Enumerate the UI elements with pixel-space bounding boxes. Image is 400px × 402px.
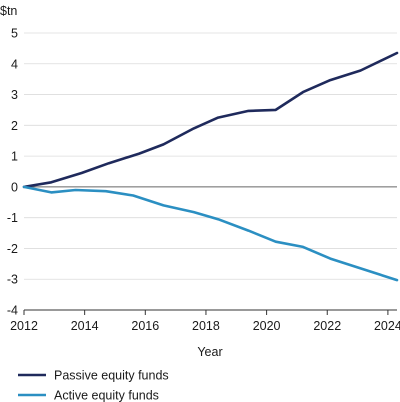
y-tick-label: 3 (11, 88, 18, 102)
y-tick-label: -3 (7, 273, 18, 287)
x-tick-label: 2020 (253, 319, 281, 333)
y-tick-label: 5 (11, 27, 18, 41)
x-tick-label: 2016 (131, 319, 159, 333)
y-tick-label: 1 (11, 150, 18, 164)
legend-label: Active equity funds (54, 389, 159, 402)
x-tick-label: 2024 (374, 319, 400, 333)
series-line-active (22, 185, 399, 282)
gridlines (24, 32, 397, 311)
x-tick-label: 2014 (71, 319, 99, 333)
y-tick-label: -2 (7, 242, 18, 256)
y-axis-tick-labels: 5 4 3 2 1 0 -1 -2 -3 -4 (7, 27, 18, 318)
y-tick-label: -1 (7, 211, 18, 225)
x-tick-label: 2018 (192, 319, 220, 333)
legend-label: Passive equity funds (54, 369, 169, 383)
y-tick-label: -4 (7, 304, 18, 318)
x-tick-label: 2022 (313, 319, 341, 333)
series-line-passive (22, 51, 399, 189)
x-tick-label: 2012 (10, 319, 38, 333)
y-axis-unit-label: $tn (0, 4, 17, 18)
y-tick-label: 4 (11, 57, 18, 71)
x-axis: 2012 2014 2016 2018 2020 2022 2024 (10, 309, 400, 333)
y-tick-label: 2 (11, 119, 18, 133)
y-tick-label: 0 (11, 180, 18, 194)
legend: Passive equity funds Active equity funds (18, 369, 169, 402)
x-axis-title: Year (197, 345, 222, 359)
series-lines (22, 51, 399, 282)
